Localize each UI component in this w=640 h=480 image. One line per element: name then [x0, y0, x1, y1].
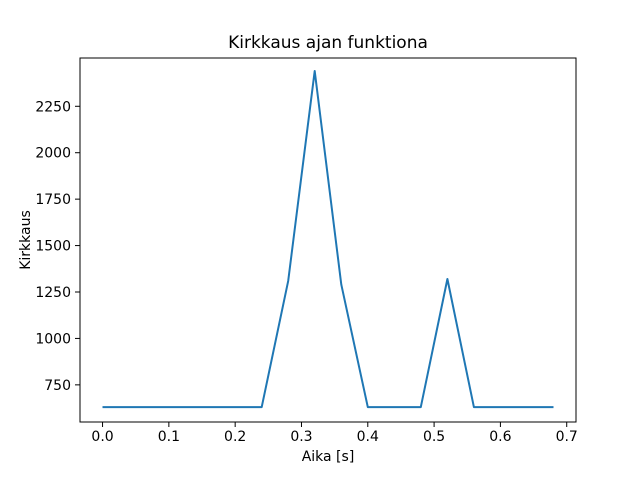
y-tick-label: 2000: [35, 146, 71, 162]
y-tick-label: 1000: [35, 331, 71, 347]
x-tick-label: 0.4: [357, 429, 379, 445]
y-tick-label: 1500: [35, 239, 71, 255]
x-axis-ticks: 0.0 0.1 0.2 0.3 0.4 0.5 0.6 0.7: [91, 422, 578, 445]
y-axis-label: Kirkkaus: [18, 210, 34, 270]
y-tick-label: 2250: [35, 99, 71, 115]
x-tick-label: 0.7: [556, 429, 578, 445]
axes-frame: [79, 57, 577, 423]
y-tick-label: 750: [44, 378, 71, 394]
x-tick-label: 0.2: [224, 429, 246, 445]
x-tick-label: 0.3: [290, 429, 312, 445]
x-tick-label: 0.0: [91, 429, 113, 445]
y-tick-label: 1750: [35, 192, 71, 208]
y-axis-ticks: 750 1000 1250 1500 1750 2000 2250: [35, 99, 80, 394]
x-axis-label: Aika [s]: [302, 449, 355, 465]
chart-title: Kirkkaus ajan funktiona: [228, 33, 428, 53]
x-tick-label: 0.1: [158, 429, 180, 445]
x-tick-label: 0.5: [423, 429, 445, 445]
y-tick-label: 1250: [35, 285, 71, 301]
x-tick-label: 0.6: [489, 429, 511, 445]
data-line: [102, 70, 554, 409]
